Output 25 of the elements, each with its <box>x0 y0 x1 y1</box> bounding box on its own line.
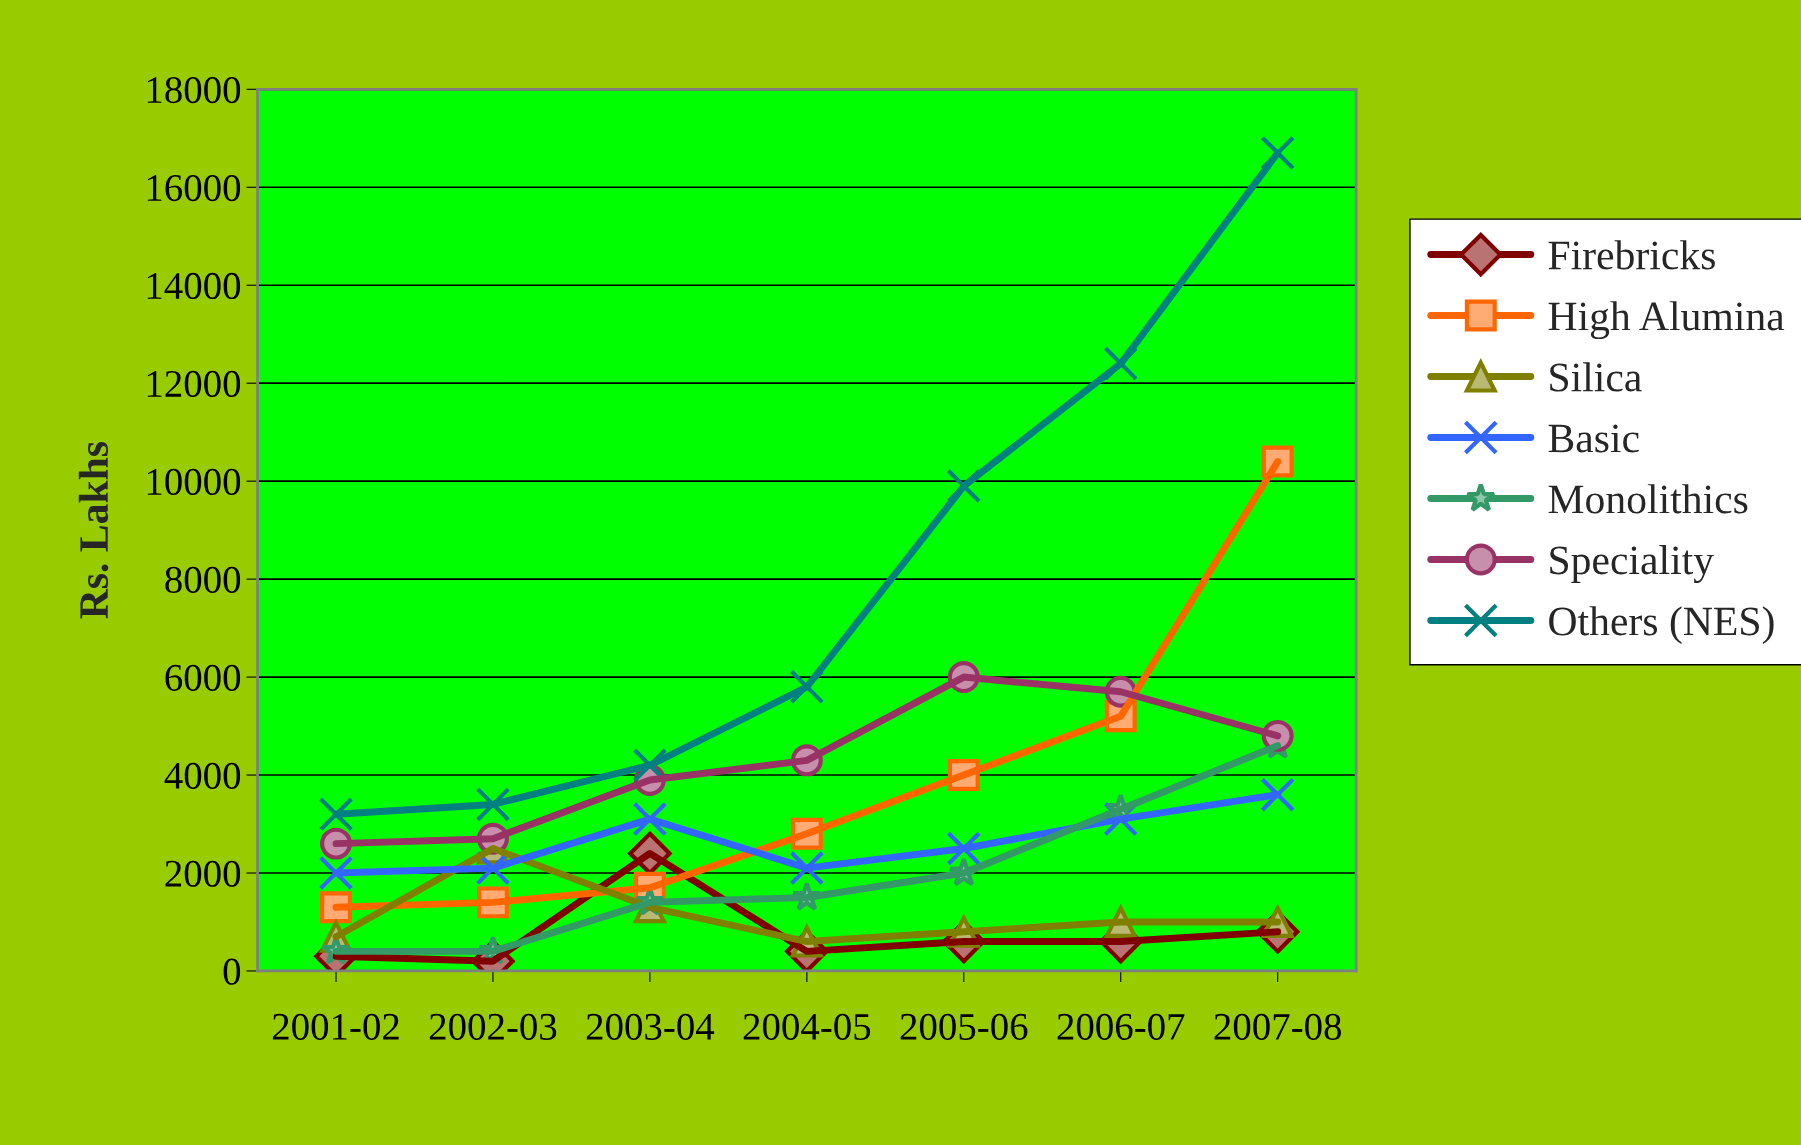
legend-label: Monolithics <box>1548 484 1748 514</box>
legend-label: Others (NES) <box>1549 606 1774 644</box>
x-tick-label: 2001-02 <box>272 1013 399 1040</box>
y-tick-label: 14000 <box>147 272 241 300</box>
x-tick-label: 2002-03 <box>429 1013 557 1040</box>
legend-label: Basic <box>1548 424 1639 453</box>
x-tick-label: 2007-08 <box>1214 1013 1342 1040</box>
x-tick-label: 2006-07 <box>1057 1013 1185 1040</box>
y-tick-label: 12000 <box>147 370 241 398</box>
x-tick-label: 2005-06 <box>900 1013 1028 1040</box>
legend-label: Speciality <box>1550 545 1714 584</box>
legend-label: Firebricks <box>1548 240 1715 270</box>
y-tick-label: 0 <box>223 958 241 985</box>
y-tick-label: 2000 <box>165 860 241 887</box>
legend-label: Silica <box>1550 362 1642 392</box>
y-tick-label: 6000 <box>165 664 241 691</box>
y-tick-label: 16000 <box>147 174 241 202</box>
y-tick-label: 8000 <box>165 566 241 593</box>
y-axis-title: Rs. Lakhs <box>78 441 109 619</box>
y-tick-label: 18000 <box>147 76 241 104</box>
y-tick-label: 4000 <box>164 762 241 789</box>
y-tick-label: 10000 <box>147 468 241 496</box>
x-tick-label: 2004-05 <box>743 1013 871 1040</box>
legend-label: High Alumina <box>1548 301 1785 340</box>
x-tick-label: 2003-04 <box>586 1013 715 1040</box>
